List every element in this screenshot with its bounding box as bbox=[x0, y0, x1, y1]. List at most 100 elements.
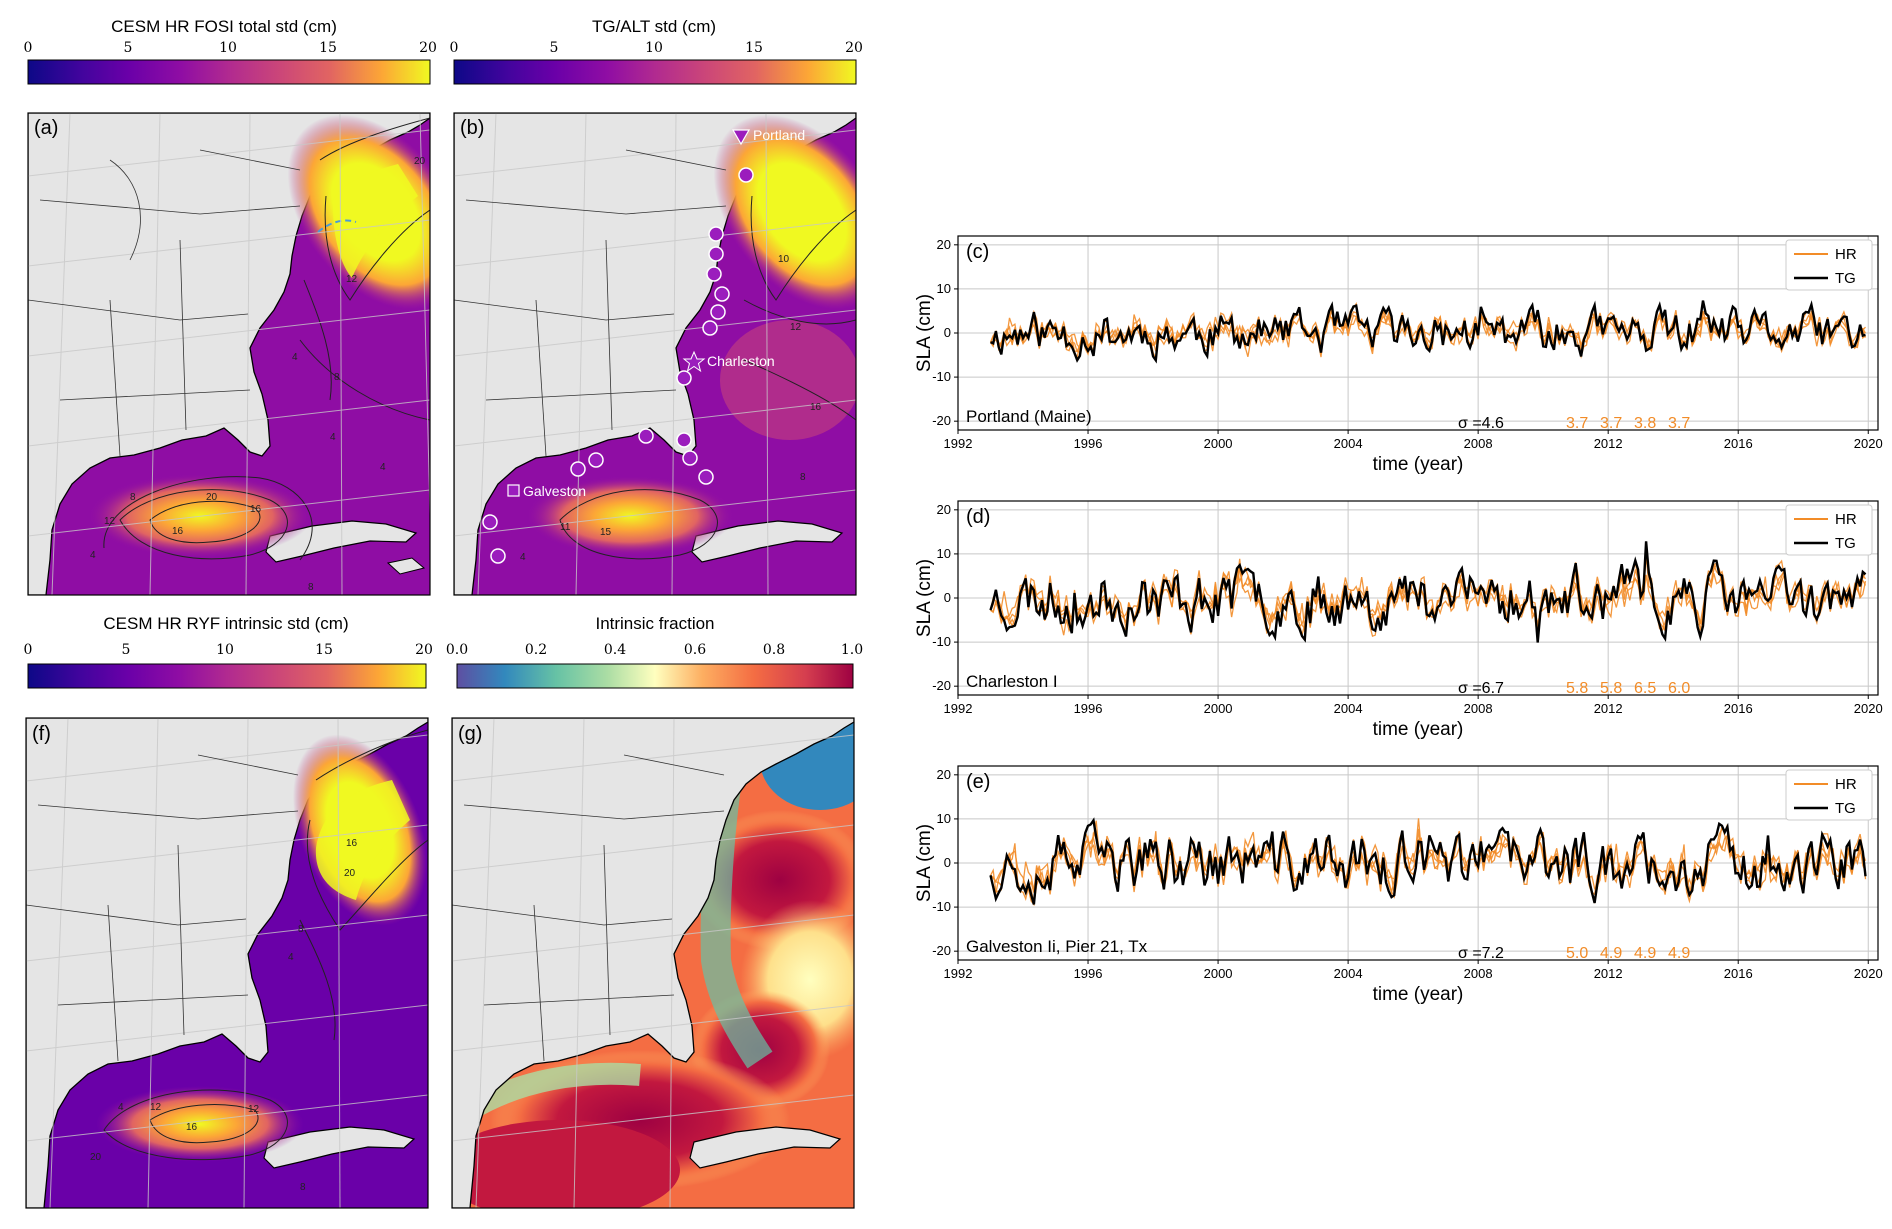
legend-label: HR bbox=[1835, 776, 1857, 793]
x-tick-label: 2004 bbox=[1334, 966, 1363, 981]
station-name: Galveston Ii, Pier 21, Tx bbox=[966, 937, 1148, 956]
x-tick-label: 2000 bbox=[1204, 966, 1233, 981]
y-tick-label: -20 bbox=[932, 943, 951, 958]
station-name: Charleston I bbox=[966, 672, 1058, 691]
panel-label: (e) bbox=[966, 771, 990, 793]
y-tick-label: 20 bbox=[937, 767, 951, 782]
x-tick-label: 2012 bbox=[1594, 966, 1623, 981]
colorbar-tick: 5 bbox=[124, 40, 133, 56]
x-tick-label: 2004 bbox=[1334, 701, 1363, 716]
contour-label: 16 bbox=[186, 1122, 198, 1133]
tg-std-label: σ =6.7 bbox=[1458, 680, 1504, 697]
timeseries-panel-e: 1992 1996 2000 2004 2008 2012 2016 2020 -20 -10 0 1… bbox=[914, 765, 1883, 1005]
colorbar-tick: 15 bbox=[745, 40, 763, 56]
hr-std-label: 5.8 bbox=[1566, 680, 1588, 697]
station-label-portland: Portland bbox=[753, 127, 805, 143]
contour-label: 8 bbox=[334, 372, 340, 383]
contour-label: 8 bbox=[300, 1182, 306, 1193]
x-tick-label: 2008 bbox=[1464, 701, 1493, 716]
colorbar-tick: 0.2 bbox=[525, 642, 547, 658]
timeseries-panel-d: 1992 1996 2000 2004 2008 2012 2016 2020 -20 -10 0 1… bbox=[914, 500, 1883, 740]
colorbar-f: CESM HR RYF intrinsic std (cm) 0 5 10 15… bbox=[24, 614, 433, 689]
colorbar-gradient bbox=[453, 59, 857, 85]
timeseries-panel-c: 1992 1996 2000 2004 2008 2012 2016 2020 -20 -10 0 1… bbox=[914, 235, 1883, 475]
series-line-tg bbox=[989, 817, 1867, 905]
colorbar-tick: 1.0 bbox=[841, 642, 863, 658]
hr-std-label: 4.9 bbox=[1634, 945, 1656, 962]
y-tick-label: 0 bbox=[944, 855, 951, 870]
legend-label: HR bbox=[1835, 246, 1857, 263]
colorbar-tick: 0 bbox=[24, 40, 33, 56]
x-tick-label: 1996 bbox=[1074, 701, 1103, 716]
legend-label: HR bbox=[1835, 511, 1857, 528]
contour-label: 12 bbox=[104, 516, 116, 527]
series-line-tg bbox=[989, 541, 1867, 643]
y-tick-label: 10 bbox=[937, 546, 951, 561]
hr-std-label: 3.7 bbox=[1600, 415, 1622, 432]
x-axis-label: time (year) bbox=[1373, 984, 1464, 1005]
contour-label: 12 bbox=[150, 1102, 162, 1113]
contour-label: 8 bbox=[130, 492, 136, 503]
legend: HR TG bbox=[1785, 769, 1873, 821]
tg-std-label: σ =4.6 bbox=[1458, 415, 1504, 432]
legend-box bbox=[1785, 239, 1873, 291]
contour-label: 10 bbox=[778, 254, 790, 265]
x-tick-label: 1992 bbox=[944, 966, 973, 981]
hr-std-label: 4.9 bbox=[1600, 945, 1622, 962]
legend: HR TG bbox=[1785, 239, 1873, 291]
contour-label: 16 bbox=[172, 526, 184, 537]
legend-label: TG bbox=[1835, 800, 1856, 817]
colorbar-tick: 5 bbox=[550, 40, 559, 56]
map-panel-b: (b) Portland Charleston Galveston 10 11 … bbox=[453, 112, 857, 596]
x-tick-label: 1992 bbox=[944, 701, 973, 716]
colorbar-title: Intrinsic fraction bbox=[595, 614, 714, 633]
x-tick-label: 2000 bbox=[1204, 701, 1233, 716]
hr-std-label: 4.9 bbox=[1668, 945, 1690, 962]
colorbar-g: Intrinsic fraction 0.0 0.2 0.4 0.6 0.8 1… bbox=[446, 614, 863, 689]
contour-label: 8 bbox=[298, 924, 304, 935]
x-tick-label: 2012 bbox=[1594, 436, 1623, 451]
tg-std-label: σ =7.2 bbox=[1458, 945, 1504, 962]
hr-std-label: 5.0 bbox=[1566, 945, 1588, 962]
contour-label: 8 bbox=[308, 582, 314, 593]
contour-label: 16 bbox=[346, 838, 358, 849]
y-tick-label: -20 bbox=[932, 413, 951, 428]
colorbar-gradient bbox=[456, 663, 854, 689]
y-tick-label: 20 bbox=[937, 237, 951, 252]
contour-label: 4 bbox=[90, 550, 96, 561]
panel-label: (c) bbox=[966, 241, 989, 263]
x-tick-label: 2008 bbox=[1464, 436, 1493, 451]
map-panel-a: (a) 20 12 8 4 16 20 4 8 12 16 4 4 8 bbox=[27, 112, 431, 596]
contour-label: 16 bbox=[810, 402, 822, 413]
hr-std-label: 6.5 bbox=[1634, 680, 1656, 697]
x-tick-label: 2012 bbox=[1594, 701, 1623, 716]
colorbar-tick: 20 bbox=[419, 40, 437, 56]
colorbar-tick: 0.8 bbox=[763, 642, 785, 658]
legend-box bbox=[1785, 504, 1873, 556]
colorbar-b: TG/ALT std (cm) 0 5 10 15 20 bbox=[450, 17, 863, 85]
colorbar-a: CESM HR FOSI total std (cm) 0 5 10 15 20 bbox=[24, 17, 437, 85]
y-tick-label: -10 bbox=[932, 899, 951, 914]
station-name: Portland (Maine) bbox=[966, 407, 1092, 426]
series-line-tg bbox=[990, 300, 1866, 364]
contour-label: 20 bbox=[90, 1152, 102, 1163]
panel-label: (a) bbox=[34, 117, 58, 139]
colorbar-tick: 0 bbox=[24, 642, 33, 658]
contour-label: 20 bbox=[414, 156, 426, 167]
panel-label: (d) bbox=[966, 506, 990, 528]
contour-label: 4 bbox=[380, 462, 386, 473]
contour-label: 4 bbox=[288, 952, 294, 963]
x-tick-label: 1996 bbox=[1074, 966, 1103, 981]
station-label-charleston: Charleston bbox=[707, 353, 775, 369]
legend-box bbox=[1785, 769, 1873, 821]
x-tick-label: 2000 bbox=[1204, 436, 1233, 451]
panel-label: (b) bbox=[460, 117, 484, 139]
x-tick-label: 1996 bbox=[1074, 436, 1103, 451]
x-tick-label: 2020 bbox=[1854, 436, 1883, 451]
colorbar-tick: 10 bbox=[219, 40, 237, 56]
hr-std-label: 3.7 bbox=[1668, 415, 1690, 432]
colorbar-tick: 5 bbox=[122, 642, 131, 658]
map-panel-f: (f) 16 20 8 4 12 16 20 4 8 12 bbox=[25, 717, 429, 1209]
contour-label: 4 bbox=[520, 552, 526, 563]
